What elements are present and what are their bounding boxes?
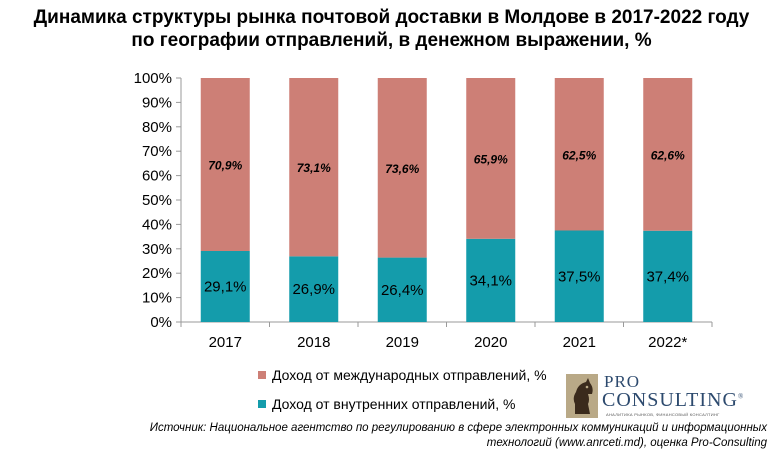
bar-domestic — [643, 230, 693, 322]
data-label-international: 65,9% — [474, 152, 508, 166]
data-label-international: 73,1% — [297, 161, 331, 175]
x-category-label: 2019 — [386, 334, 419, 351]
bar-international — [377, 78, 427, 258]
bar-international — [200, 78, 250, 251]
bar-domestic — [289, 256, 339, 322]
y-tick-label: 90% — [142, 94, 172, 111]
data-label-domestic: 26,9% — [292, 281, 335, 298]
data-label-domestic: 26,4% — [381, 282, 424, 299]
y-tick-label: 70% — [142, 143, 172, 160]
y-tick-label: 100% — [134, 70, 172, 87]
legend-swatch-international — [258, 371, 266, 379]
legend-item-international: Доход от международных отправлений, % — [258, 367, 547, 383]
bar-international — [554, 78, 604, 231]
registered-mark: ® — [737, 392, 745, 401]
source-note: Источник: Национальное агентство по регу… — [47, 421, 767, 451]
data-label-international: 70,9% — [208, 158, 242, 172]
legend-item-domestic: Доход от внутренних отправлений, % — [258, 396, 515, 412]
bar-domestic — [466, 238, 516, 322]
x-category-label: 2017 — [209, 334, 242, 351]
stacked-bar-chart: 0% 10% 20% 30% 40% 50% 60% 70% 80% 90% 100% 29,1% 70… — [134, 70, 713, 351]
data-label-international: 73,6% — [385, 162, 419, 176]
x-category-label: 2020 — [474, 334, 507, 351]
chart-title-line-1: Динамика структуры рынка почтовой достав… — [33, 7, 750, 28]
chart-title: Динамика структуры рынка почтовой достав… — [0, 6, 783, 52]
bar-domestic — [200, 250, 250, 322]
y-tick-label: 20% — [142, 265, 172, 282]
logo-word-pro: PRO — [604, 372, 641, 391]
y-tick-label: 60% — [142, 168, 172, 185]
data-label-domestic: 37,5% — [558, 268, 601, 285]
data-label-international: 62,6% — [651, 148, 685, 162]
bar-domestic — [377, 257, 427, 322]
legend-swatch-domestic — [258, 400, 266, 408]
data-label-domestic: 34,1% — [469, 272, 512, 289]
y-tick-label: 0% — [150, 314, 172, 331]
knight-emblem-icon — [566, 374, 598, 418]
y-tick-label: 30% — [142, 241, 172, 258]
bar-international — [289, 78, 339, 257]
source-note-line-1: Источник: Национальное агентство по регу… — [149, 422, 767, 434]
data-label-domestic: 37,4% — [646, 268, 689, 285]
data-label-international: 62,5% — [562, 148, 596, 162]
logo-word-consulting: CONSULTING® — [602, 389, 744, 412]
x-category-label: 2021 — [563, 334, 596, 351]
pro-consulting-logo: PRO CONSULTING® АНАЛИТИКА РЫНКОВ, ФИНАНС… — [566, 372, 743, 420]
bar-international — [466, 78, 516, 239]
x-category-label: 2022* — [648, 334, 687, 351]
chart-title-line-2: по географии отправлений, в денежном выр… — [131, 30, 652, 51]
logo-tagline: АНАЛИТИКА РЫНКОВ, ФИНАНСОВЫЙ КОНСАЛТИНГ — [606, 412, 720, 417]
legend-label-international: Доход от международных отправлений, % — [272, 367, 547, 383]
source-note-line-2: технологий (www.anrceti.md), оценка Pro-… — [486, 437, 767, 449]
y-tick-label: 80% — [142, 119, 172, 136]
data-label-domestic: 29,1% — [204, 278, 247, 295]
y-tick-label: 40% — [142, 216, 172, 233]
y-tick-label: 50% — [142, 192, 172, 209]
bar-international — [643, 78, 693, 231]
bar-domestic — [554, 230, 604, 322]
logo-word-consulting-text: CONSULTING — [602, 389, 738, 411]
x-category-label: 2018 — [297, 334, 330, 351]
y-tick-label: 10% — [142, 290, 172, 307]
legend-label-domestic: Доход от внутренних отправлений, % — [272, 396, 516, 412]
